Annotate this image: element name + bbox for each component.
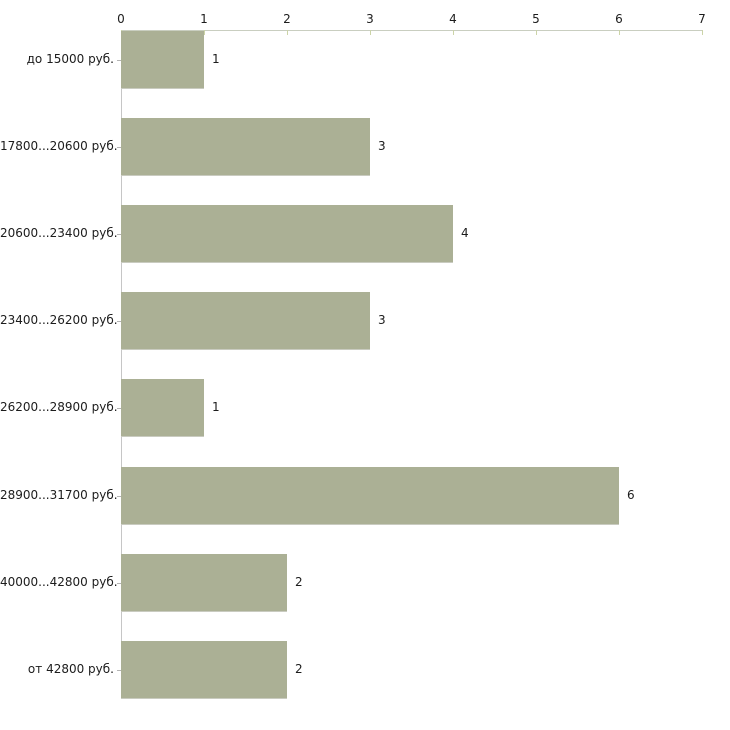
bar-value-label: 1 <box>212 400 220 415</box>
bar <box>121 553 287 612</box>
x-tick-mark <box>287 30 288 35</box>
y-axis-line <box>121 30 122 699</box>
category-label: 20600...23400 руб. <box>0 226 118 241</box>
category-label: до 15000 руб. <box>26 52 114 66</box>
category-tick-mark <box>117 669 121 671</box>
category-tick-mark <box>117 147 121 149</box>
category-tick-mark <box>117 582 121 584</box>
x-tick-mark <box>204 30 205 35</box>
x-axis-line <box>121 30 702 31</box>
x-tick-label: 1 <box>200 12 208 26</box>
bar-value-label: 4 <box>461 226 469 241</box>
bar-value-label: 3 <box>378 139 386 154</box>
bar-value-label: 1 <box>212 52 220 66</box>
bar <box>121 205 453 264</box>
x-tick-label: 6 <box>615 12 623 26</box>
x-tick-label: 0 <box>117 12 125 26</box>
category-label: от 42800 руб. <box>27 661 114 676</box>
category-tick-mark <box>117 60 121 61</box>
x-tick-mark <box>536 30 537 35</box>
category-label: 17800...20600 руб. <box>0 139 118 154</box>
category-label: 26200...28900 руб. <box>0 400 118 415</box>
bar <box>121 379 204 438</box>
category-tick-mark <box>117 495 121 497</box>
category-tick-mark <box>117 234 121 236</box>
x-tick-label: 4 <box>449 12 457 26</box>
category-tick-mark <box>117 321 121 323</box>
x-tick-mark <box>453 30 454 35</box>
x-tick-mark <box>702 30 703 35</box>
category-label: 40000...42800 руб. <box>0 574 118 589</box>
x-tick-label: 5 <box>532 12 540 26</box>
x-tick-label: 2 <box>283 12 291 26</box>
bar <box>121 640 287 699</box>
bar <box>121 466 619 525</box>
category-label: 28900...31700 руб. <box>0 487 118 502</box>
bar <box>121 118 370 177</box>
x-tick-label: 7 <box>698 12 706 26</box>
bar <box>121 292 370 351</box>
bar-value-label: 3 <box>378 313 386 328</box>
bar-value-label: 2 <box>295 661 303 676</box>
bar-value-label: 2 <box>295 574 303 589</box>
x-tick-mark <box>370 30 371 35</box>
category-tick-mark <box>117 408 121 410</box>
x-tick-mark <box>619 30 620 35</box>
x-tick-label: 3 <box>366 12 374 26</box>
category-label: 23400...26200 руб. <box>0 313 118 328</box>
bar <box>121 31 204 89</box>
bar-value-label: 6 <box>627 487 635 502</box>
